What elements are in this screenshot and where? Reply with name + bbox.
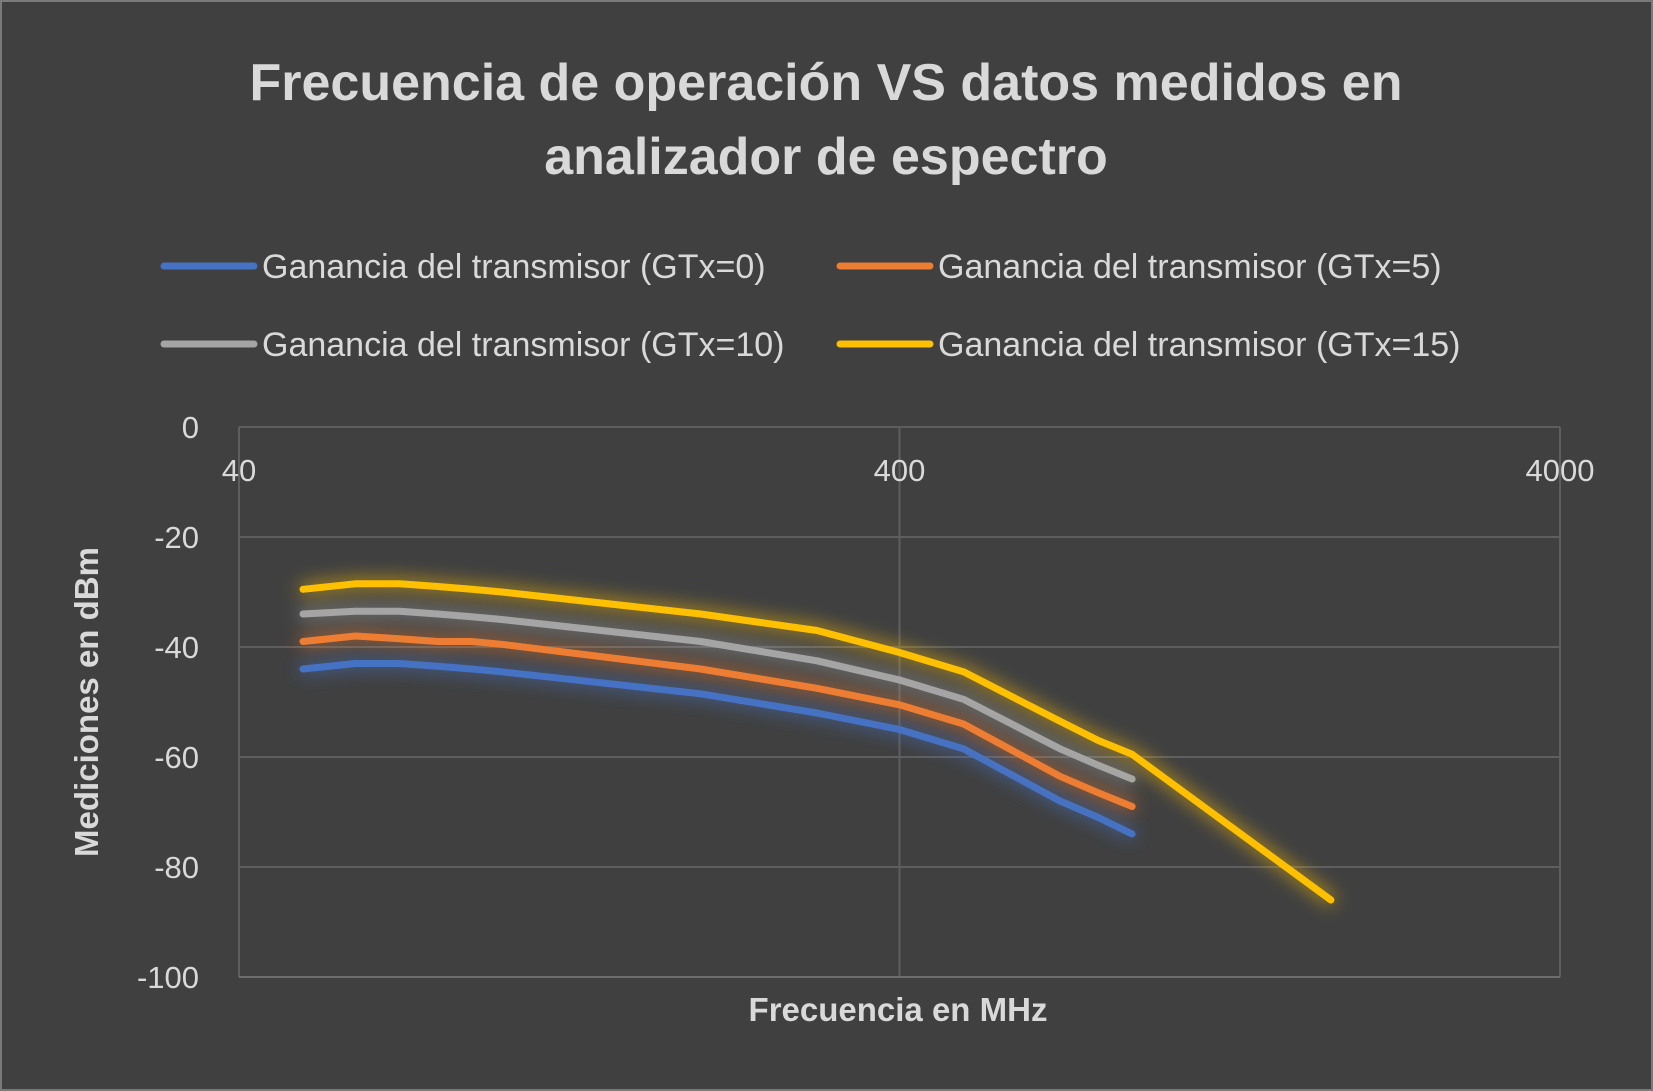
chart-title-line-1: Frecuencia de operación VS datos medidos…: [250, 54, 1403, 112]
series-line-0: [299, 660, 1136, 838]
y-tick-label: -40: [154, 630, 199, 665]
y-tick-label: 0: [182, 410, 199, 445]
gridlines: [238, 426, 1561, 977]
chart-legend: Ganancia del transmisor (GTx=0) Ganancia…: [160, 248, 1460, 364]
y-tick-label: -80: [154, 850, 199, 885]
series-line-3: [299, 580, 1335, 904]
x-axis-title: Frecuencia en MHz: [749, 991, 1048, 1028]
series-layer: [299, 580, 1335, 904]
legend-label-gtx5: Ganancia del transmisor (GTx=5): [938, 248, 1442, 286]
series-line-1: [299, 632, 1136, 810]
chart-title-line-2: analizador de espectro: [544, 128, 1108, 186]
legend-label-gtx10: Ganancia del transmisor (GTx=10): [262, 326, 784, 364]
y-tick-label: -60: [154, 740, 199, 775]
y-axis-title: Mediciones en dBm: [68, 547, 105, 857]
tick-labels: 0 -20 -40 -60 -80 -100 40 400 4000: [137, 410, 1595, 995]
legend-label-gtx0: Ganancia del transmisor (GTx=0): [262, 248, 766, 286]
y-tick-label: -20: [154, 520, 199, 555]
x-tick-label: 400: [874, 453, 926, 488]
y-tick-label: -100: [137, 960, 199, 995]
legend-label-gtx15: Ganancia del transmisor (GTx=15): [938, 326, 1460, 364]
series-line-2: [299, 607, 1136, 783]
x-tick-label: 40: [222, 453, 256, 488]
x-tick-label: 4000: [1526, 453, 1595, 488]
